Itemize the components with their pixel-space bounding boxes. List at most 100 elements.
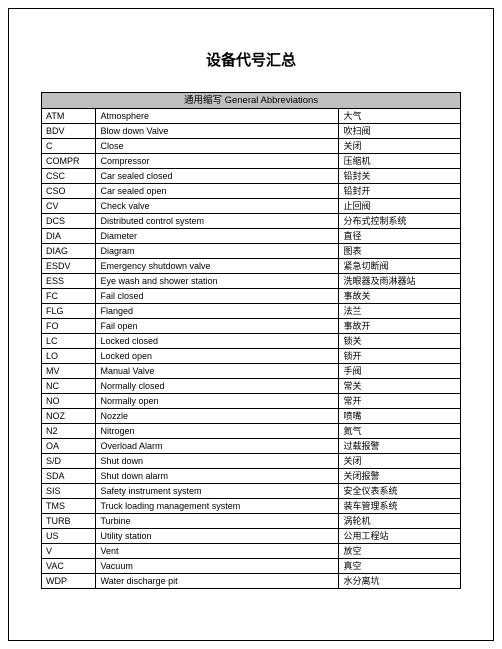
chinese-cell: 止回阀 bbox=[339, 199, 461, 214]
table-row: ESDVEmergency shutdown valve紧急切断阀 bbox=[42, 259, 461, 274]
chinese-cell: 涡轮机 bbox=[339, 514, 461, 529]
table-row: FOFail open事故开 bbox=[42, 319, 461, 334]
chinese-cell: 公用工程站 bbox=[339, 529, 461, 544]
abbr-cell: WDP bbox=[42, 574, 96, 589]
table-row: SISSafety instrument system安全仪表系统 bbox=[42, 484, 461, 499]
table-row: BDVBlow down Valve吹扫阀 bbox=[42, 124, 461, 139]
abbr-cell: VAC bbox=[42, 559, 96, 574]
chinese-cell: 紧急切断阀 bbox=[339, 259, 461, 274]
abbr-cell: FLG bbox=[42, 304, 96, 319]
english-cell: Normally closed bbox=[96, 379, 339, 394]
chinese-cell: 铅封开 bbox=[339, 184, 461, 199]
english-cell: Water discharge pit bbox=[96, 574, 339, 589]
abbr-cell: V bbox=[42, 544, 96, 559]
english-cell: Emergency shutdown valve bbox=[96, 259, 339, 274]
abbr-cell: N2 bbox=[42, 424, 96, 439]
abbr-cell: NOZ bbox=[42, 409, 96, 424]
chinese-cell: 关闭 bbox=[339, 139, 461, 154]
abbreviations-table: 通用缩写 General Abbreviations ATMAtmosphere… bbox=[41, 92, 461, 589]
table-row: COMPRCompressor压缩机 bbox=[42, 154, 461, 169]
chinese-cell: 洗眼器及雨淋器站 bbox=[339, 274, 461, 289]
abbr-cell: LO bbox=[42, 349, 96, 364]
abbr-cell: COMPR bbox=[42, 154, 96, 169]
abbr-cell: TMS bbox=[42, 499, 96, 514]
table-row: LOLocked open锁开 bbox=[42, 349, 461, 364]
table-row: N2Nitrogen氮气 bbox=[42, 424, 461, 439]
chinese-cell: 安全仪表系统 bbox=[339, 484, 461, 499]
table-row: USUtility station公用工程站 bbox=[42, 529, 461, 544]
chinese-cell: 放空 bbox=[339, 544, 461, 559]
abbr-cell: S/D bbox=[42, 454, 96, 469]
table-row: WDPWater discharge pit水分离坑 bbox=[42, 574, 461, 589]
english-cell: Blow down Valve bbox=[96, 124, 339, 139]
chinese-cell: 压缩机 bbox=[339, 154, 461, 169]
english-cell: Check valve bbox=[96, 199, 339, 214]
english-cell: Manual Valve bbox=[96, 364, 339, 379]
table-row: ESSEye wash and shower station洗眼器及雨淋器站 bbox=[42, 274, 461, 289]
abbr-cell: MV bbox=[42, 364, 96, 379]
table-row: DIADiameter直径 bbox=[42, 229, 461, 244]
table-header-row: 通用缩写 General Abbreviations bbox=[42, 93, 461, 109]
abbr-cell: OA bbox=[42, 439, 96, 454]
table-row: VACVacuum真空 bbox=[42, 559, 461, 574]
english-cell: Shut down alarm bbox=[96, 469, 339, 484]
table-row: MVManual Valve手阀 bbox=[42, 364, 461, 379]
table-row: NONormally open常开 bbox=[42, 394, 461, 409]
english-cell: Normally open bbox=[96, 394, 339, 409]
table-row: TURBTurbine涡轮机 bbox=[42, 514, 461, 529]
abbr-cell: ATM bbox=[42, 109, 96, 124]
chinese-cell: 常开 bbox=[339, 394, 461, 409]
english-cell: Car sealed open bbox=[96, 184, 339, 199]
chinese-cell: 直径 bbox=[339, 229, 461, 244]
english-cell: Nitrogen bbox=[96, 424, 339, 439]
english-cell: Car sealed closed bbox=[96, 169, 339, 184]
table-row: DCSDistributed control system分布式控制系统 bbox=[42, 214, 461, 229]
chinese-cell: 铅封关 bbox=[339, 169, 461, 184]
chinese-cell: 大气 bbox=[339, 109, 461, 124]
english-cell: Atmosphere bbox=[96, 109, 339, 124]
abbr-cell: SDA bbox=[42, 469, 96, 484]
chinese-cell: 常关 bbox=[339, 379, 461, 394]
table-row: VVent放空 bbox=[42, 544, 461, 559]
chinese-cell: 图表 bbox=[339, 244, 461, 259]
chinese-cell: 装车管理系统 bbox=[339, 499, 461, 514]
english-cell: Vacuum bbox=[96, 559, 339, 574]
english-cell: Distributed control system bbox=[96, 214, 339, 229]
table-row: LCLocked closed锁关 bbox=[42, 334, 461, 349]
abbr-cell: FC bbox=[42, 289, 96, 304]
english-cell: Shut down bbox=[96, 454, 339, 469]
abbr-cell: NC bbox=[42, 379, 96, 394]
abbr-cell: LC bbox=[42, 334, 96, 349]
table-row: SDAShut down alarm关闭报警 bbox=[42, 469, 461, 484]
chinese-cell: 吹扫阀 bbox=[339, 124, 461, 139]
english-cell: Locked open bbox=[96, 349, 339, 364]
abbr-cell: TURB bbox=[42, 514, 96, 529]
table-row: TMSTruck loading management system装车管理系统 bbox=[42, 499, 461, 514]
abbr-cell: ESDV bbox=[42, 259, 96, 274]
table-header-cell: 通用缩写 General Abbreviations bbox=[42, 93, 461, 109]
abbr-cell: BDV bbox=[42, 124, 96, 139]
english-cell: Vent bbox=[96, 544, 339, 559]
english-cell: Flanged bbox=[96, 304, 339, 319]
abbr-cell: SIS bbox=[42, 484, 96, 499]
chinese-cell: 水分离坑 bbox=[339, 574, 461, 589]
chinese-cell: 法兰 bbox=[339, 304, 461, 319]
english-cell: Overload Alarm bbox=[96, 439, 339, 454]
table-row: ATMAtmosphere大气 bbox=[42, 109, 461, 124]
table-row: FCFail closed事故关 bbox=[42, 289, 461, 304]
abbr-cell: CSC bbox=[42, 169, 96, 184]
chinese-cell: 真空 bbox=[339, 559, 461, 574]
table-row: CClose关闭 bbox=[42, 139, 461, 154]
abbr-cell: ESS bbox=[42, 274, 96, 289]
table-row: NCNormally closed常关 bbox=[42, 379, 461, 394]
abbr-cell: C bbox=[42, 139, 96, 154]
english-cell: Eye wash and shower station bbox=[96, 274, 339, 289]
chinese-cell: 喷嘴 bbox=[339, 409, 461, 424]
table-row: FLGFlanged法兰 bbox=[42, 304, 461, 319]
english-cell: Locked closed bbox=[96, 334, 339, 349]
english-cell: Truck loading management system bbox=[96, 499, 339, 514]
abbr-cell: FO bbox=[42, 319, 96, 334]
chinese-cell: 手阀 bbox=[339, 364, 461, 379]
abbr-cell: DCS bbox=[42, 214, 96, 229]
english-cell: Nozzle bbox=[96, 409, 339, 424]
